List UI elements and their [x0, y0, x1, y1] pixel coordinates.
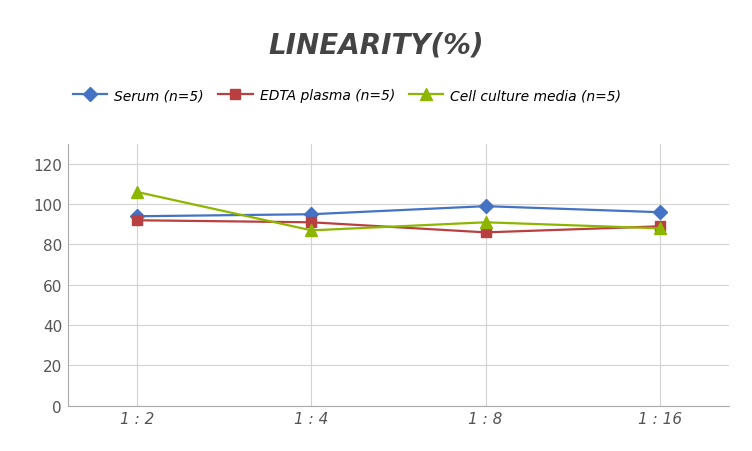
EDTA plasma (n=5)	[655, 224, 664, 230]
Text: LINEARITY(%): LINEARITY(%)	[268, 32, 484, 60]
Serum (n=5)	[133, 214, 142, 220]
EDTA plasma (n=5)	[481, 230, 490, 235]
Cell culture media (n=5)	[133, 190, 142, 195]
Serum (n=5)	[307, 212, 316, 217]
EDTA plasma (n=5)	[307, 220, 316, 226]
Line: Cell culture media (n=5): Cell culture media (n=5)	[132, 187, 666, 236]
EDTA plasma (n=5)	[133, 218, 142, 224]
Legend: Serum (n=5), EDTA plasma (n=5), Cell culture media (n=5): Serum (n=5), EDTA plasma (n=5), Cell cul…	[67, 83, 627, 109]
Serum (n=5)	[655, 210, 664, 216]
Cell culture media (n=5)	[307, 228, 316, 234]
Serum (n=5)	[481, 204, 490, 209]
Cell culture media (n=5)	[655, 226, 664, 231]
Line: EDTA plasma (n=5): EDTA plasma (n=5)	[132, 216, 665, 238]
Line: Serum (n=5): Serum (n=5)	[132, 202, 665, 221]
Cell culture media (n=5)	[481, 220, 490, 226]
